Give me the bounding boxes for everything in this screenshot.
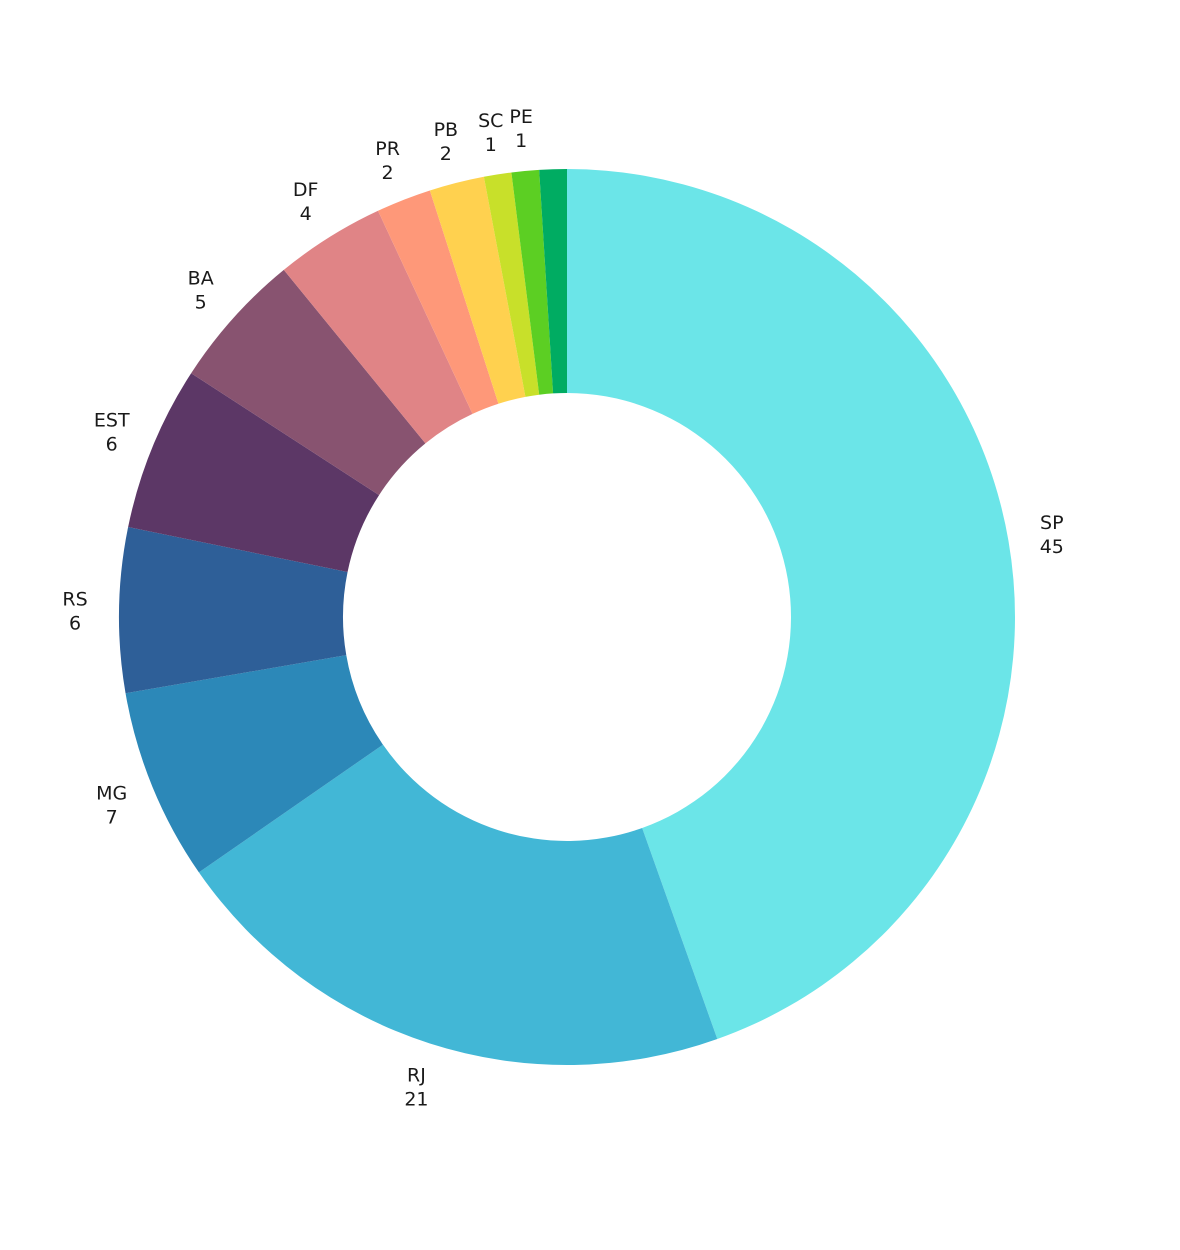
- slice-label-name: PE: [509, 106, 532, 128]
- slice-label-name: PR: [375, 138, 400, 160]
- slice-ba: [191, 269, 426, 496]
- slice-label-value: 6: [106, 433, 118, 455]
- slice-label-name: PB: [434, 119, 459, 141]
- slice-label-name: SP: [1040, 512, 1064, 534]
- slice-label-value: 6: [69, 612, 81, 634]
- slice-df: [283, 210, 473, 444]
- slice-label-name: BA: [188, 268, 214, 290]
- slice-label-name: RS: [62, 588, 87, 610]
- slice-label-name: DF: [293, 179, 319, 201]
- slice-rs: [119, 527, 348, 694]
- slice-label-pr: PR 2: [375, 138, 400, 184]
- slice-label-mg: MG 7: [96, 783, 127, 829]
- slice-label-value: 7: [106, 807, 118, 829]
- slice-unlabeled-11: [539, 169, 567, 394]
- slices-group: [119, 169, 1016, 1065]
- slice-label-value: 5: [195, 292, 207, 314]
- slice-est: [128, 373, 380, 573]
- slice-label-pb: PB 2: [434, 119, 459, 165]
- slice-label-value: 45: [1040, 536, 1064, 558]
- slice-label-value: 4: [300, 203, 312, 225]
- slice-sp: [567, 169, 1016, 1040]
- slice-label-name: SC: [478, 110, 503, 132]
- slice-rj: [198, 744, 718, 1065]
- slice-label-name: RJ: [407, 1064, 426, 1086]
- slice-pr: [378, 190, 499, 414]
- slice-label-value: 1: [515, 130, 527, 152]
- slice-sc: [483, 172, 540, 397]
- slice-mg: [125, 655, 383, 873]
- slice-label-sc: SC 1: [478, 110, 503, 156]
- slice-label-est: EST 6: [94, 409, 130, 455]
- slice-label-value: 21: [404, 1088, 428, 1110]
- slice-label-rs: RS 6: [62, 588, 87, 634]
- slice-label-ba: BA 5: [188, 268, 214, 314]
- slice-label-value: 2: [440, 143, 452, 165]
- slice-label-value: 2: [382, 162, 394, 184]
- slice-label-rj: RJ 21: [404, 1064, 428, 1110]
- slice-label-name: MG: [96, 783, 127, 805]
- slice-label-name: EST: [94, 409, 130, 431]
- slice-pe: [511, 169, 554, 395]
- slice-label-value: 1: [485, 134, 497, 156]
- slice-label-sp: SP 45: [1040, 512, 1064, 558]
- slice-label-pe: PE 1: [509, 106, 532, 152]
- slice-label-df: DF 4: [293, 179, 319, 225]
- slice-pb: [429, 176, 526, 404]
